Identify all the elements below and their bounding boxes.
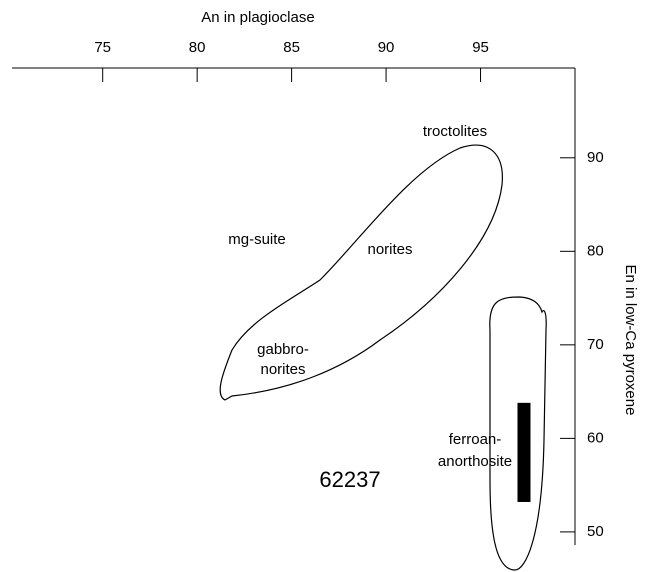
annotation: norites (260, 361, 305, 378)
x-tick-label: 80 (189, 39, 206, 56)
y-tick-label: 80 (587, 242, 604, 259)
x-axis-title: An in plagioclase (201, 9, 314, 26)
annotation: gabbro- (257, 341, 309, 358)
x-tick-label: 75 (94, 39, 111, 56)
x-tick-label: 85 (283, 39, 300, 56)
annotation: ferroan- (449, 431, 502, 448)
mg-suite-field (219, 144, 503, 401)
annotation: troctolites (423, 123, 487, 140)
annotation: anorthosite (438, 453, 512, 470)
sample-bar (517, 402, 531, 502)
y-tick-label: 70 (587, 336, 604, 353)
x-tick-label: 90 (378, 39, 395, 56)
y-tick-label: 50 (587, 523, 604, 540)
y-axis-title: En in low-Ca pyroxene (622, 265, 639, 416)
ferroan-anorthosite-field (489, 296, 547, 571)
annotation: norites (367, 241, 412, 258)
annotation: mg-suite (228, 231, 286, 248)
y-tick-label: 90 (587, 149, 604, 166)
y-tick-label: 60 (587, 429, 604, 446)
x-tick-label: 95 (472, 39, 489, 56)
sample-label: 62237 (319, 467, 380, 492)
